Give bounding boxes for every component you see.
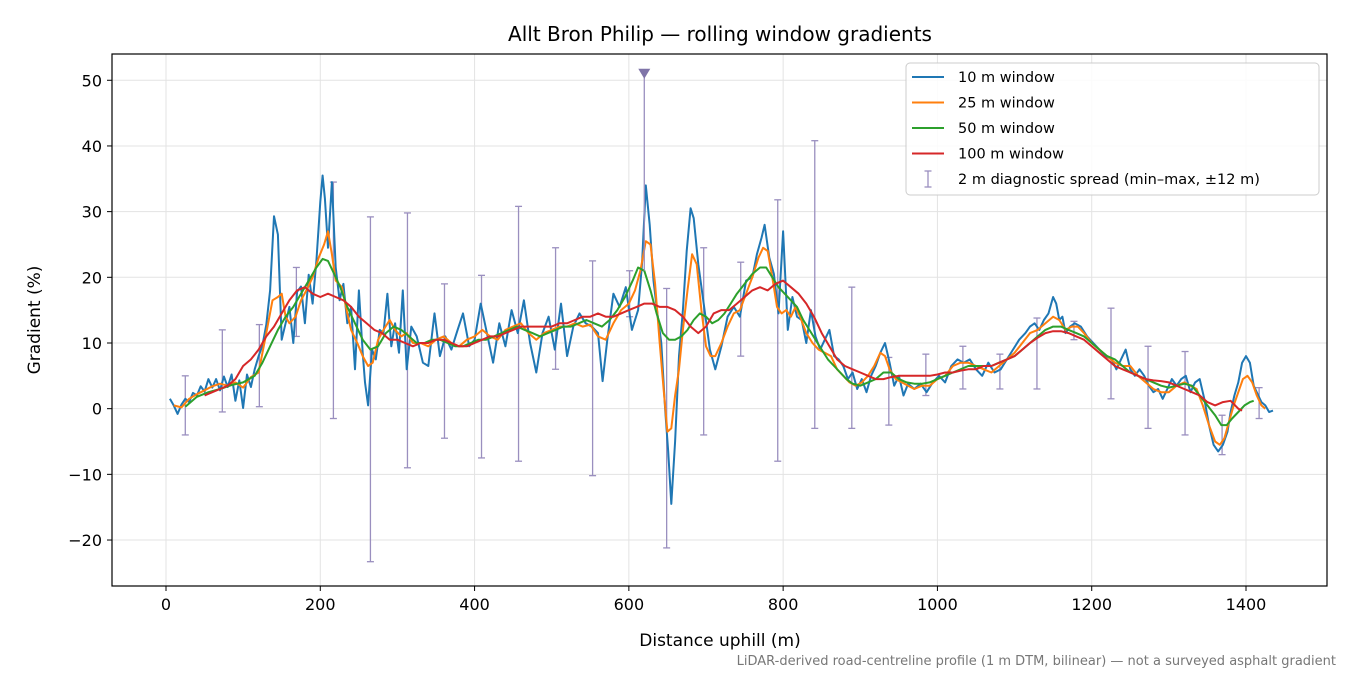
x-tick-label: 400 [459, 595, 490, 614]
spread-bar [1107, 307, 1115, 400]
y-axis-label: Gradient (%) [25, 266, 45, 375]
legend-label: 25 m window [958, 96, 1055, 112]
spread-bar [403, 212, 411, 469]
spread-bar [366, 216, 374, 563]
spread-bar [700, 247, 708, 436]
y-tick-label: 0 [92, 400, 102, 419]
x-tick-label: 1200 [1071, 595, 1112, 614]
spread-bar [1181, 350, 1189, 436]
x-tick-label: 1000 [917, 595, 958, 614]
y-tick-label: −20 [68, 531, 102, 550]
spread-bar [589, 260, 597, 477]
spread-bar [440, 283, 448, 439]
x-tick-label: 600 [614, 595, 645, 614]
x-tick-label: 0 [161, 595, 171, 614]
y-tick-label: 50 [82, 71, 102, 90]
legend-entry: 2 m diagnostic spread (min–max, ±12 m) [924, 170, 1260, 188]
y-tick-label: −10 [68, 465, 102, 484]
series-line-4 [204, 279, 1243, 412]
spread-bar [515, 205, 523, 462]
series-line-3 [184, 257, 1255, 427]
x-tick-label: 800 [768, 595, 799, 614]
spread-bar [181, 375, 189, 436]
y-tick-label: 20 [82, 268, 102, 287]
spread-bar [552, 247, 560, 370]
legend-entry: 10 m window [912, 70, 1055, 86]
plot-frame [111, 53, 1328, 587]
outlier-marker [638, 68, 651, 79]
legend-label: 10 m window [958, 70, 1055, 86]
x-axis-label: Distance uphill (m) [639, 631, 800, 651]
spread-bar [1218, 414, 1226, 456]
y-axis-ticks: −20 −10 0 10 20 30 40 50 [68, 71, 112, 550]
legend-label: 100 m window [958, 147, 1064, 163]
footnote: LiDAR-derived road-centreline profile (1… [737, 654, 1336, 669]
y-tick-label: 30 [82, 203, 102, 222]
series-lines [169, 174, 1274, 505]
series-line-2 [173, 230, 1266, 446]
spread-bar [478, 274, 486, 459]
x-axis-ticks: 0 200 400 600 800 1000 1200 1400 [161, 586, 1266, 614]
spread-bar [996, 353, 1004, 390]
y-tick-label: 40 [82, 137, 102, 156]
spread-bar [218, 329, 226, 413]
spread-bar [1255, 386, 1263, 420]
y-tick-label: 10 [82, 334, 102, 353]
spread-bar [848, 286, 856, 430]
legend-entry: 100 m window [912, 147, 1064, 163]
marker-layer [638, 68, 651, 271]
spread-bar [811, 140, 819, 430]
chart-title: Allt Bron Philip — rolling window gradie… [508, 22, 932, 46]
series-line-1 [169, 174, 1274, 505]
legend-entry: 50 m window [912, 121, 1055, 137]
spread-bar [774, 199, 782, 462]
spread-bar [1144, 345, 1152, 430]
legend-entry: 25 m window [912, 96, 1055, 112]
x-tick-label: 1400 [1226, 595, 1267, 614]
legend-label: 2 m diagnostic spread (min–max, ±12 m) [958, 172, 1260, 188]
legend-label: 50 m window [958, 121, 1055, 137]
x-tick-label: 200 [305, 595, 336, 614]
legend-box [905, 62, 1320, 196]
legend: 10 m window 25 m window 50 m window 100 m w… [905, 62, 1320, 196]
